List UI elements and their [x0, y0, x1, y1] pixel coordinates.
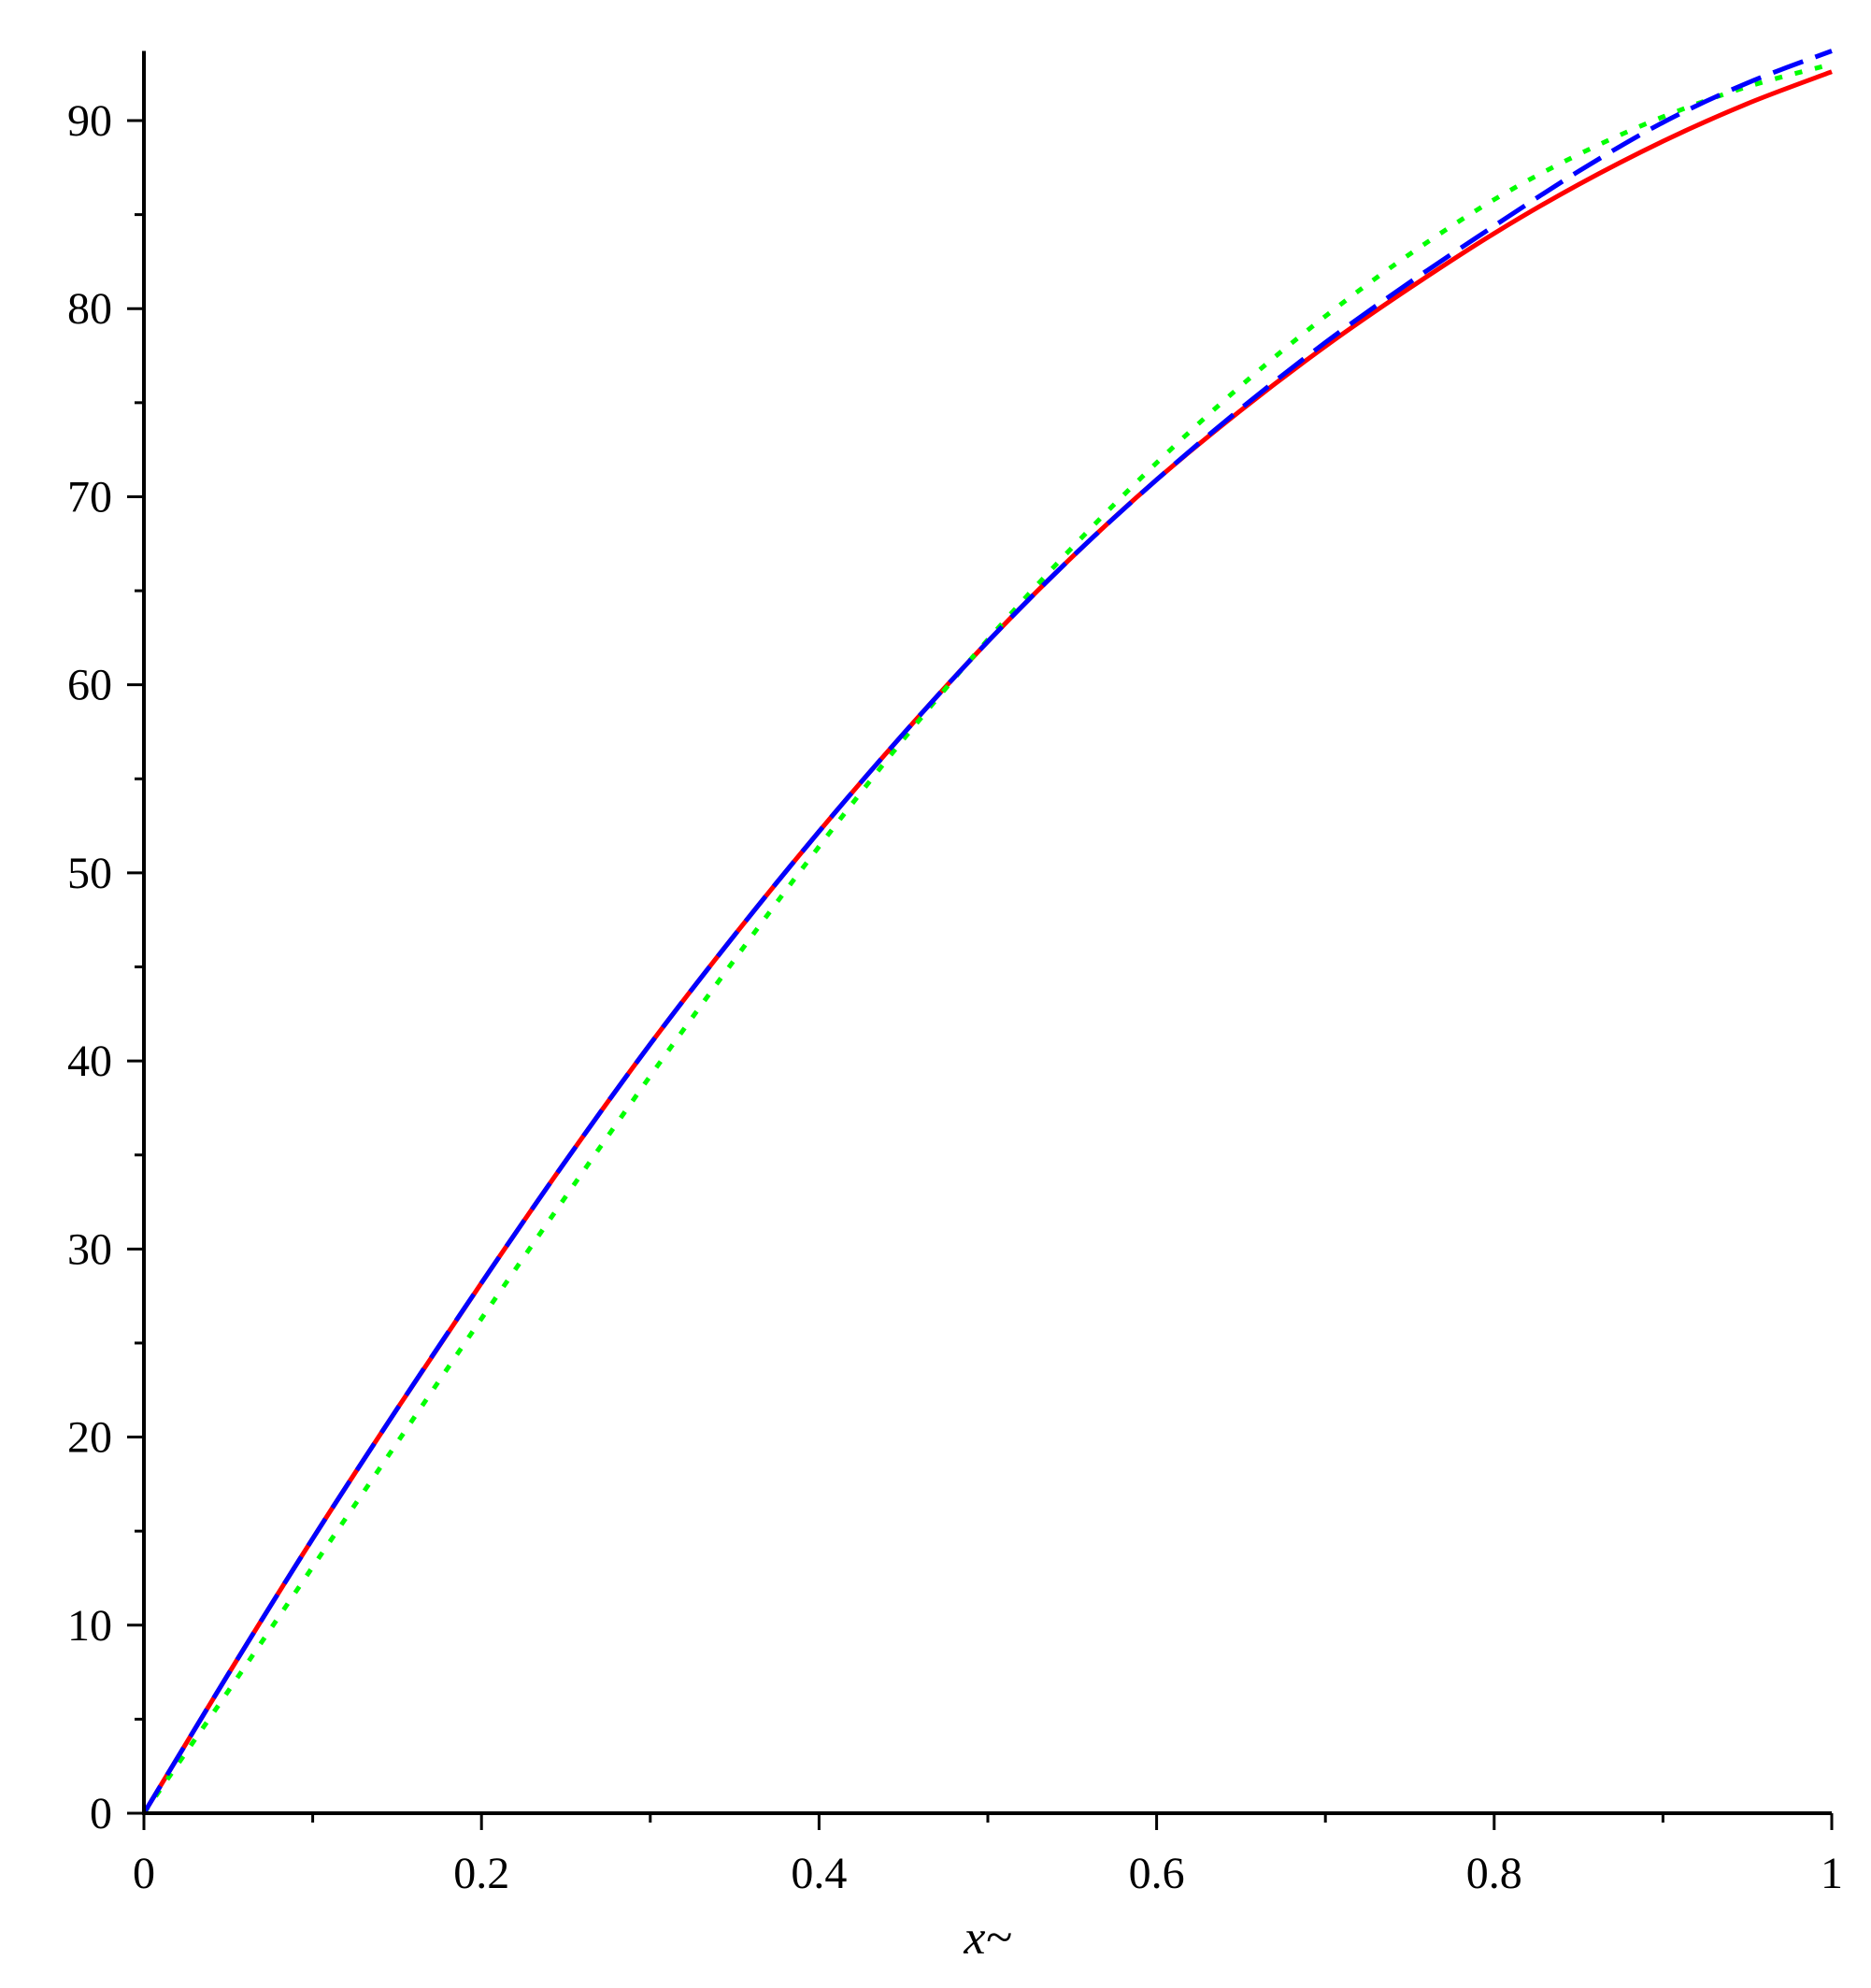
y-tick-label: 80: [67, 284, 112, 334]
series-line-dotted: [141, 62, 1833, 1815]
y-tick-label: 90: [67, 96, 112, 146]
y-tick-label: 30: [67, 1224, 112, 1274]
x-tick-label: 0.8: [1466, 1849, 1522, 1898]
x-tick-label: 0.6: [1129, 1849, 1185, 1898]
y-tick-label: 40: [67, 1037, 112, 1086]
y-tick-label: 20: [67, 1413, 112, 1463]
x-tick-label: 1: [1821, 1849, 1843, 1898]
y-tick-label: 0: [90, 1789, 112, 1838]
y-tick-label: 70: [67, 472, 112, 522]
series-line-dashed: [141, 49, 1833, 1815]
x-tick-label: 0.2: [453, 1849, 509, 1898]
y-tick-label: 10: [67, 1601, 112, 1651]
y-tick-label: 60: [67, 661, 112, 710]
axes-layer: [142, 50, 1832, 1815]
x-tick-label: 0.4: [791, 1849, 847, 1898]
y-tick-label: 50: [67, 849, 112, 898]
series-layer: [141, 49, 1833, 1815]
series-line-solid: [141, 69, 1833, 1815]
x-tick-label: 0: [133, 1849, 155, 1898]
x-axis-title: x~: [963, 1911, 1011, 1965]
